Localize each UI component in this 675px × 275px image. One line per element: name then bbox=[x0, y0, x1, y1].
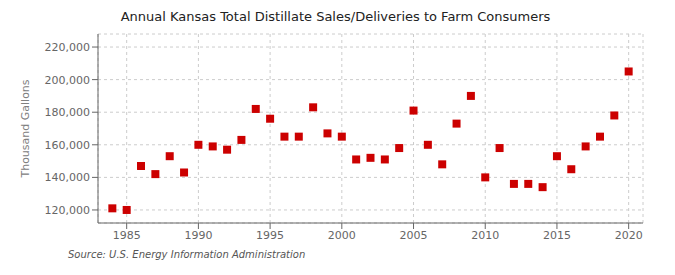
svg-text:1985: 1985 bbox=[113, 229, 141, 242]
svg-text:180,000: 180,000 bbox=[45, 106, 91, 119]
html-text:Source: U.S. Energy Informatio: Source: U.S. Energy Information Administ… bbox=[68, 249, 306, 260]
svg-text:Thousand Gallons: Thousand Gallons bbox=[19, 79, 32, 178]
svg-text:1995: 1995 bbox=[256, 229, 284, 242]
svg-text:160,000: 160,000 bbox=[45, 139, 91, 152]
svg-text:120,000: 120,000 bbox=[45, 204, 91, 217]
html-text:Annual Kansas Total Distillate: Annual Kansas Total Distillate Sales/Del… bbox=[120, 9, 551, 24]
svg-text:200,000: 200,000 bbox=[45, 74, 91, 87]
svg-text:2020: 2020 bbox=[615, 229, 643, 242]
svg-text:2010: 2010 bbox=[471, 229, 499, 242]
svg-text:140,000: 140,000 bbox=[45, 171, 91, 184]
svg-text:2015: 2015 bbox=[543, 229, 571, 242]
svg-text:220,000: 220,000 bbox=[45, 41, 91, 54]
svg-text:2000: 2000 bbox=[328, 229, 356, 242]
svg-text:1990: 1990 bbox=[184, 229, 212, 242]
svg-text:2005: 2005 bbox=[400, 229, 428, 242]
